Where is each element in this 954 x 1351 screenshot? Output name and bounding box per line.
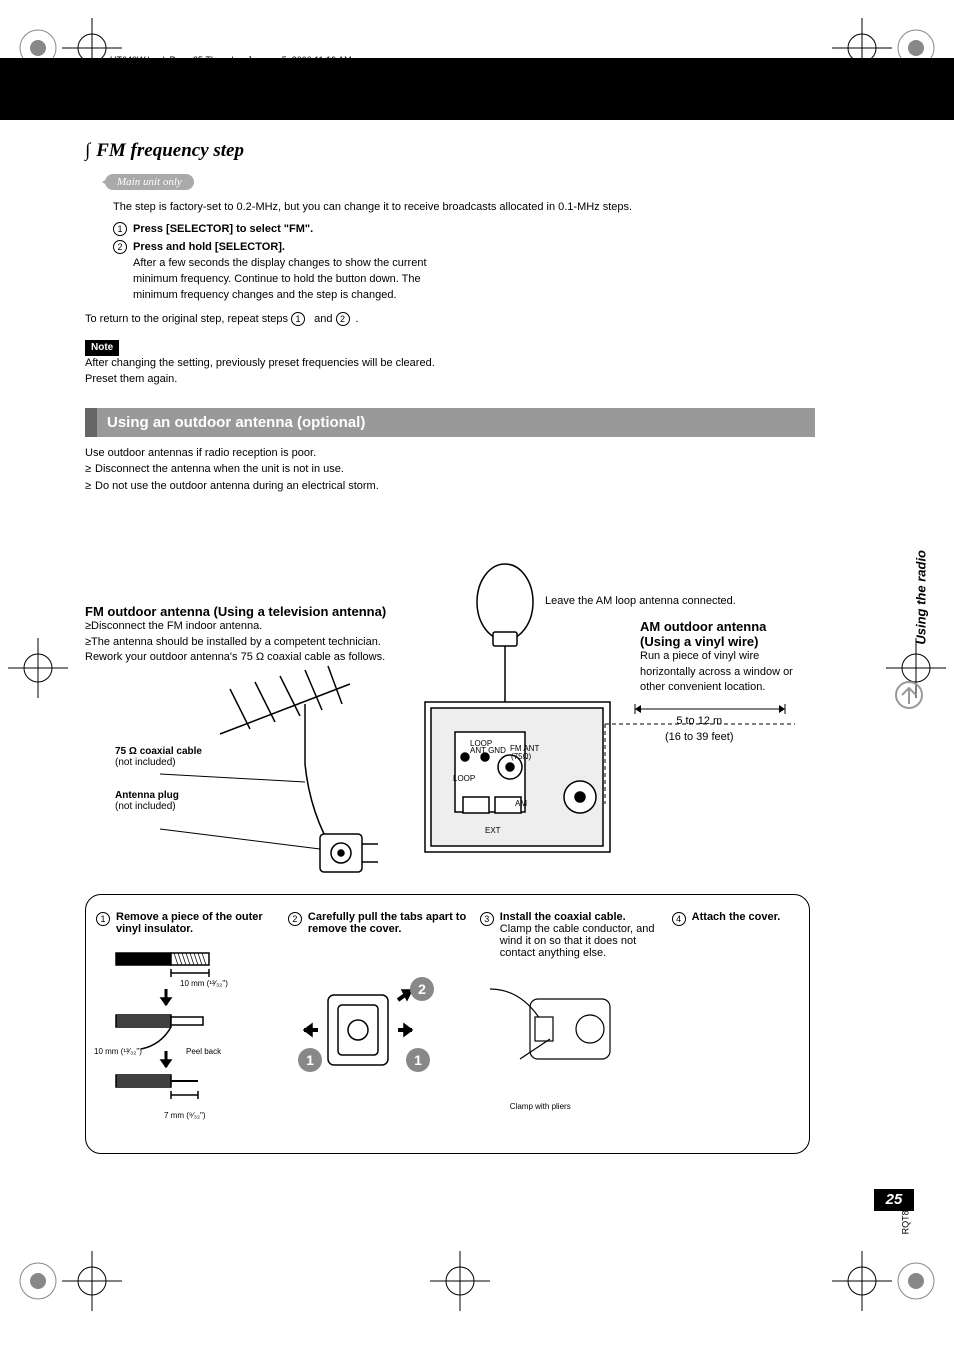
step3-title: Install the coaxial cable. [500, 911, 662, 923]
am-title-2: (Using a vinyl wire) [640, 634, 800, 649]
return-line: To return to the original step, repeat s… [85, 312, 815, 328]
step-1-num: 1 [113, 222, 127, 236]
main-unit-badge: Main unit only [105, 174, 194, 190]
unit-label-am: AM [515, 799, 527, 808]
outdoor-intro: Use outdoor antennas if radio reception … [85, 445, 815, 462]
remove-cover-illustration: 1 1 2 [288, 965, 448, 1105]
fm-b1: Disconnect the FM indoor antenna. [91, 619, 262, 634]
fm-step-title-text: FM frequency step [96, 140, 244, 161]
unit-rear-illustration [425, 572, 615, 862]
step1-text: Remove a piece of the outer vinyl insula… [116, 911, 278, 935]
peel-back: Peel back [186, 1047, 221, 1056]
intro-text: The step is factory-set to 0.2-MHz, but … [113, 200, 815, 216]
reference-icon [894, 680, 924, 710]
fm-b2: The antenna should be installed by a com… [91, 635, 381, 650]
vinyl-wire-illustration [605, 694, 805, 814]
measure-3: 7 mm (⁹⁄₃₂") [164, 1111, 206, 1120]
strip-cable-illustration [96, 947, 236, 1117]
step3-body: Clamp the cable conductor, and wind it o… [500, 923, 662, 959]
am-title-1: AM outdoor antenna [640, 619, 800, 634]
crop-mark-bl2 [62, 1251, 122, 1311]
crop-mark-br2 [832, 1251, 892, 1311]
center-note: Leave the AM loop antenna connected. [545, 594, 736, 609]
side-section-tab: Using the radio [914, 550, 929, 645]
measure-2: 10 mm (¹³⁄₃₂") [94, 1047, 142, 1056]
black-band [0, 58, 954, 120]
page-number: 25 [874, 1189, 914, 1211]
unit-label-ohm: (75Ω) [511, 752, 531, 761]
step2-text: Carefully pull the tabs apart to remove … [308, 911, 470, 935]
bullet-2: Do not use the outdoor antenna during an… [95, 478, 379, 495]
fm-step-title: ∫FM frequency step [85, 140, 815, 162]
step-2-title: Press and hold [SELECTOR]. [133, 240, 463, 256]
step-1-text: Press [SELECTOR] to select "FM". [133, 222, 313, 238]
unit-label-ant-gnd: ANT GND [470, 746, 506, 755]
fm-antenna-title: FM outdoor antenna (Using a television a… [85, 604, 415, 619]
am-distance: 5 to 12 m (16 to 39 feet) [665, 714, 734, 745]
step4-text: Attach the cover. [692, 911, 781, 923]
install-cable-illustration [480, 969, 650, 1099]
tv-antenna-illustration [160, 674, 420, 874]
clamp-label: Clamp with pliers [510, 1102, 662, 1111]
svg-text:1: 1 [414, 1052, 422, 1068]
coax-label: 75 Ω coaxial cable (not included) [115, 746, 202, 768]
crop-mark-ml [8, 638, 68, 698]
note-label: Note [85, 340, 119, 357]
measure-1: 10 mm (¹³⁄₃₂") [180, 979, 228, 988]
step-2-body: After a few seconds the display changes … [133, 256, 463, 304]
svg-text:2: 2 [418, 981, 426, 997]
am-body: Run a piece of vinyl wire horizontally a… [640, 649, 800, 695]
unit-label-ext: EXT [485, 826, 501, 835]
unit-label-loop: LOOP [453, 774, 475, 783]
svg-text:1: 1 [306, 1052, 314, 1068]
plug-label: Antenna plug (not included) [115, 790, 179, 812]
step-2-num: 2 [113, 240, 127, 254]
fm-rework: Rework your outdoor antenna's 75 Ω coaxi… [85, 650, 415, 665]
note-body: After changing the setting, previously p… [85, 356, 445, 388]
bullet-1: Disconnect the antenna when the unit is … [95, 461, 344, 478]
outdoor-antenna-bar: Using an outdoor antenna (optional) [85, 408, 815, 437]
crop-mark-bl [8, 1251, 68, 1311]
crop-mark-br [886, 1251, 946, 1311]
crop-mark-bc [430, 1251, 490, 1311]
